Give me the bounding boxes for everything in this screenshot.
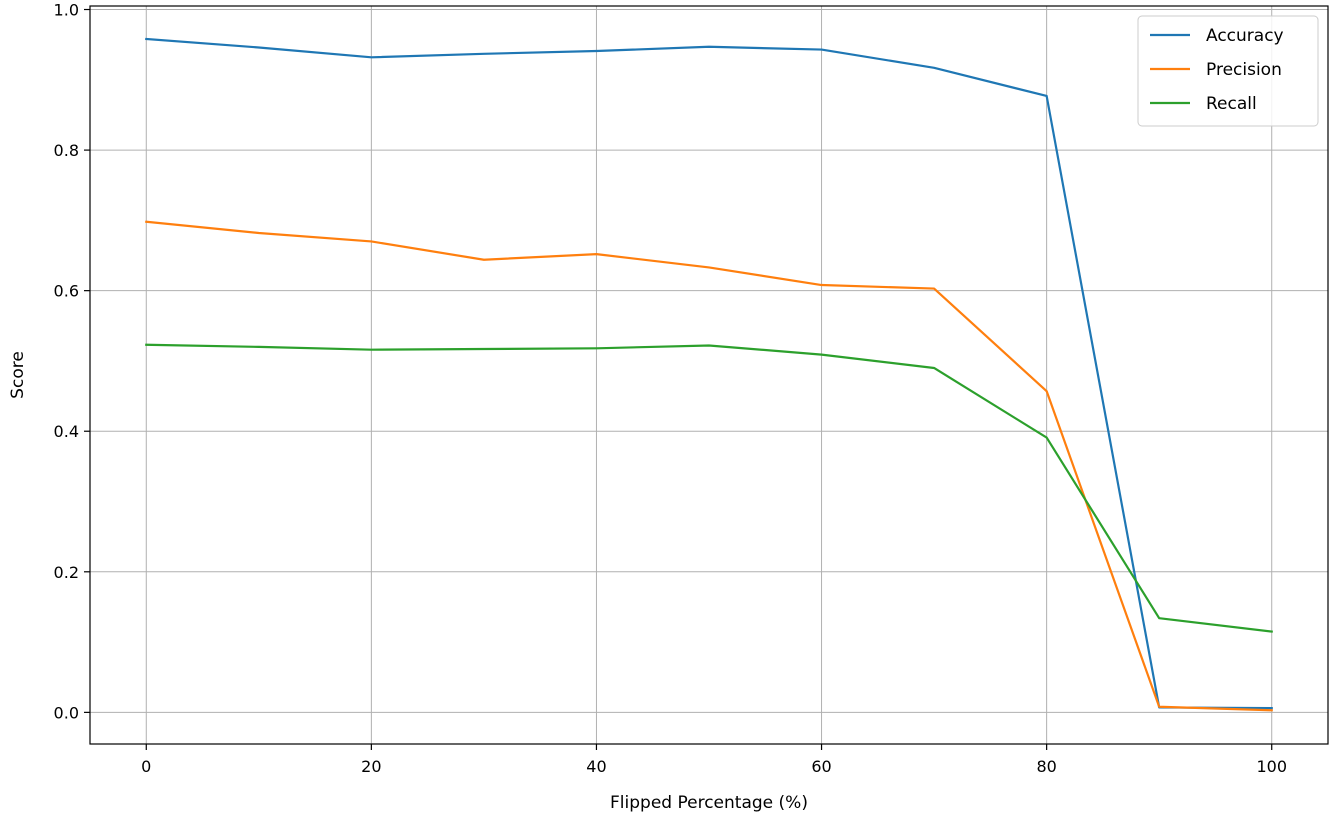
legend-label-recall: Recall [1206, 94, 1257, 114]
x-axis-label: Flipped Percentage (%) [610, 793, 808, 813]
legend-label-precision: Precision [1206, 60, 1282, 80]
plot-frame [89, 5, 1329, 745]
series-line-accuracy [145, 37, 1273, 710]
x-tick-label: 40 [586, 757, 606, 776]
x-tick-label: 100 [1256, 757, 1287, 776]
x-tick-label: 0 [141, 757, 151, 776]
legend-label-accuracy: Accuracy [1206, 26, 1284, 46]
x-tick-label: 80 [1036, 757, 1056, 776]
x-tick-label: 20 [361, 757, 381, 776]
y-tick-label: 0.4 [54, 422, 79, 441]
x-tick-label: 60 [811, 757, 831, 776]
y-tick-label: 0.8 [54, 141, 79, 160]
y-tick-label: 0.0 [54, 703, 79, 722]
series-line-recall [145, 343, 1273, 633]
legend-box [1137, 15, 1319, 127]
series-lines [145, 37, 1273, 712]
series-line-precision [145, 220, 1273, 712]
legend: Accuracy Precision Recall [1137, 15, 1319, 127]
y-tick-label: 0.2 [54, 563, 79, 582]
y-tick-label: 1.0 [54, 1, 79, 20]
grid [90, 6, 1328, 744]
y-axis-label: Score [8, 351, 28, 399]
axis-ticks: 0 20 40 60 80 100 0.0 0.2 0.4 0.6 0.8 1.0 [54, 1, 1287, 776]
y-tick-label: 0.6 [54, 282, 79, 301]
